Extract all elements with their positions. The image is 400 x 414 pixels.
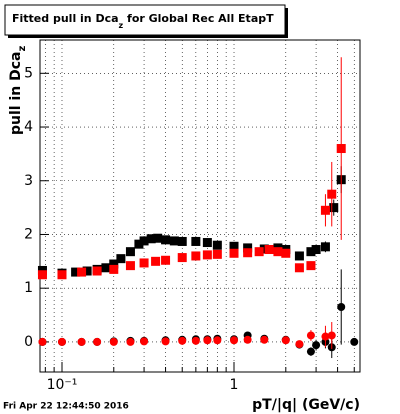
circle-marker	[327, 331, 336, 340]
date-stamp: Fri Apr 22 12:44:50 2016	[3, 402, 129, 412]
square-marker	[134, 239, 144, 249]
square-marker	[177, 236, 187, 246]
square-marker	[273, 247, 283, 257]
circle-marker	[38, 337, 47, 346]
circle-marker	[321, 332, 330, 341]
square-marker	[229, 248, 239, 258]
square-marker	[177, 253, 187, 263]
square-marker	[311, 245, 321, 255]
square-marker	[161, 255, 171, 265]
square-marker	[243, 243, 253, 253]
square-marker	[243, 248, 253, 258]
square-marker	[212, 240, 222, 250]
y-label-subscript: z	[17, 46, 28, 52]
square-marker	[306, 261, 316, 271]
y-tick-label: 2	[24, 226, 33, 242]
square-marker	[202, 250, 212, 260]
square-marker	[254, 247, 264, 257]
circle-marker	[178, 336, 187, 345]
x-tick-label: 10⁻¹	[47, 377, 78, 393]
square-marker	[139, 258, 149, 268]
square-marker	[212, 249, 222, 259]
square-marker	[77, 267, 87, 277]
square-marker	[139, 236, 149, 246]
y-tick-label: 0	[24, 334, 33, 350]
square-marker	[320, 242, 330, 252]
square-marker	[109, 259, 119, 269]
title-text: for Global Rec All EtapT	[123, 12, 274, 25]
circle-marker	[295, 340, 304, 349]
circle-marker	[260, 335, 269, 344]
square-marker	[153, 233, 163, 243]
square-marker	[320, 205, 330, 215]
title-text: Fitted pull in Dca	[12, 12, 119, 25]
square-marker	[264, 245, 274, 255]
circle-marker	[213, 336, 222, 345]
square-marker	[329, 203, 339, 213]
x-tick-label: 1	[230, 377, 239, 393]
square-marker	[101, 263, 111, 273]
square-marker	[71, 267, 81, 277]
circle-marker	[161, 337, 170, 346]
circle-marker	[230, 336, 239, 345]
square-marker	[327, 189, 337, 199]
square-marker	[116, 254, 126, 264]
square-marker	[109, 264, 119, 274]
square-marker	[202, 238, 212, 248]
square-marker	[125, 247, 135, 257]
circle-marker	[109, 337, 118, 346]
y-label-text: pull in Dca	[8, 52, 24, 135]
square-marker	[229, 241, 239, 251]
square-marker	[146, 234, 156, 244]
circle-marker	[337, 302, 346, 311]
circle-marker	[243, 335, 252, 344]
y-axis-label: pull in Dcaz	[8, 46, 28, 135]
circle-marker	[57, 337, 66, 346]
square-marker	[169, 236, 179, 246]
title-box	[4, 4, 286, 36]
circle-marker	[312, 341, 321, 350]
chart-title: Fitted pull in Dcaz for Global Rec All E…	[12, 12, 274, 30]
circle-marker	[306, 331, 315, 340]
circle-marker	[191, 336, 200, 345]
square-marker	[161, 235, 171, 245]
square-marker	[336, 144, 346, 154]
square-marker	[125, 261, 135, 271]
title-subscript: z	[119, 21, 124, 30]
circle-marker	[77, 337, 86, 346]
square-marker	[151, 256, 161, 266]
circle-marker	[93, 337, 102, 346]
x-axis-label: pT/|q| (GeV/c)	[252, 397, 360, 413]
square-marker	[259, 244, 269, 254]
square-marker	[57, 270, 67, 280]
plot-frame	[39, 39, 361, 373]
square-marker	[281, 248, 291, 258]
circle-marker	[126, 337, 135, 346]
y-tick-label: 3	[24, 173, 33, 189]
y-tick-label: 5	[24, 65, 33, 81]
square-marker	[306, 247, 316, 257]
y-tick-label: 4	[24, 119, 33, 135]
square-marker	[294, 263, 304, 273]
circle-marker	[140, 337, 149, 346]
circle-marker	[350, 337, 359, 346]
circle-marker	[203, 336, 212, 345]
square-marker	[191, 251, 201, 261]
circle-marker	[281, 336, 290, 345]
y-tick-label: 1	[24, 280, 33, 296]
circle-marker	[306, 347, 315, 356]
square-marker	[294, 251, 304, 261]
square-marker	[82, 266, 92, 276]
square-marker	[92, 266, 102, 276]
square-marker	[37, 270, 47, 280]
square-marker	[191, 236, 201, 246]
